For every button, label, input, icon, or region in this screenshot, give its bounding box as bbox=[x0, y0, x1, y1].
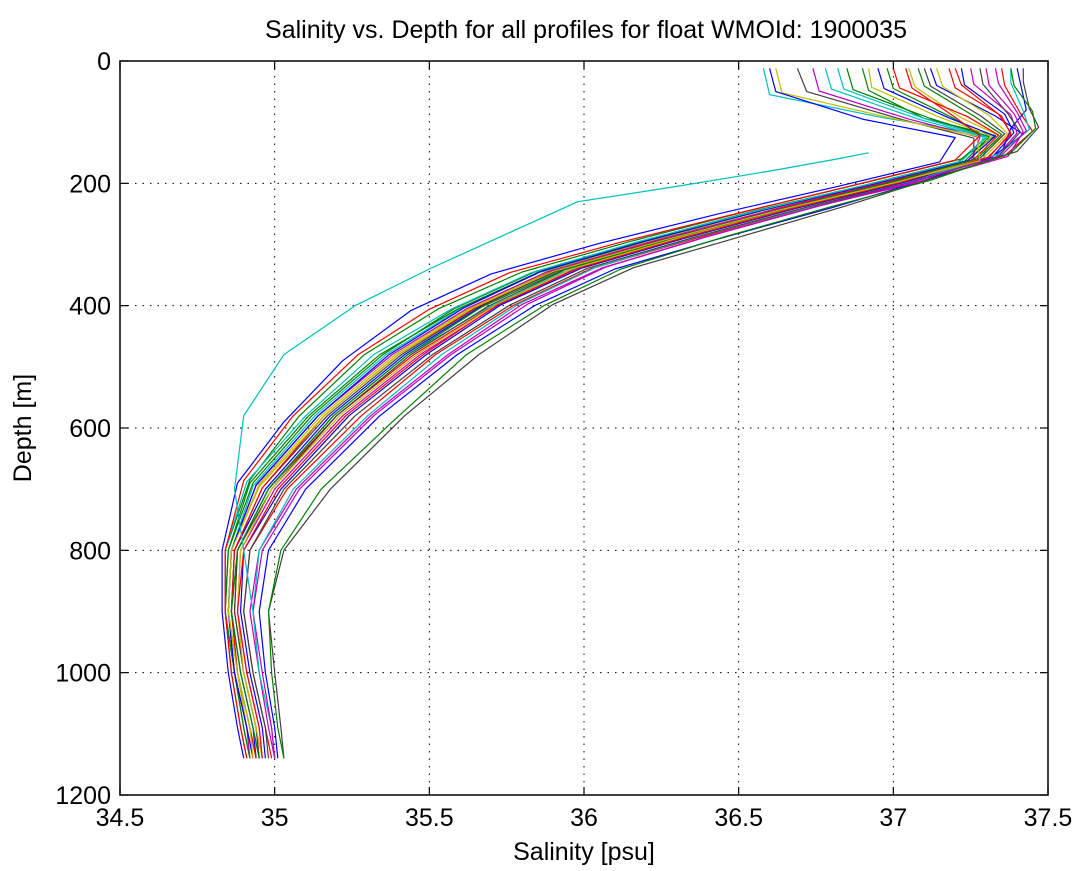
x-tick-label: 36.5 bbox=[714, 804, 763, 832]
profile-line-27 bbox=[227, 68, 981, 759]
y-tick-label: 600 bbox=[69, 415, 111, 443]
x-tick-label: 36 bbox=[570, 804, 598, 832]
profile-line-8 bbox=[258, 68, 1027, 759]
y-tick-label: 200 bbox=[69, 170, 111, 198]
profile-line-31 bbox=[224, 68, 981, 759]
profile-line-23 bbox=[230, 68, 1003, 759]
axis-ticks: 34.5 35 35.5 36 36.5 37 37.5 0 200 400 600 800 1000 1… bbox=[55, 48, 1072, 832]
y-tick-label: 800 bbox=[69, 537, 111, 565]
profile-line-29 bbox=[221, 68, 956, 759]
y-tick-label: 1000 bbox=[55, 660, 111, 688]
x-tick-label: 37.5 bbox=[1024, 804, 1073, 832]
profile-line-12 bbox=[249, 68, 1024, 759]
profile-line-14 bbox=[233, 68, 1006, 759]
profile-line-24 bbox=[236, 68, 1012, 759]
profile-line-30 bbox=[267, 68, 1037, 759]
profile-line-32 bbox=[233, 152, 869, 673]
profile-line-21 bbox=[243, 68, 1021, 759]
profile-series bbox=[221, 68, 1040, 759]
chart-title: Salinity vs. Depth for all profiles for … bbox=[265, 16, 907, 44]
y-tick-label: 400 bbox=[69, 293, 111, 321]
y-tick-label: 0 bbox=[97, 48, 111, 76]
x-tick-label: 35 bbox=[261, 804, 289, 832]
y-tick-label: 1200 bbox=[55, 782, 111, 810]
y-axis-label: Depth [m] bbox=[9, 374, 37, 482]
x-axis-label: Salinity [psu] bbox=[513, 838, 655, 866]
x-tick-label: 34.5 bbox=[96, 804, 145, 832]
x-tick-label: 37 bbox=[879, 804, 907, 832]
profile-line-15 bbox=[240, 68, 1015, 759]
x-tick-label: 35.5 bbox=[405, 804, 454, 832]
